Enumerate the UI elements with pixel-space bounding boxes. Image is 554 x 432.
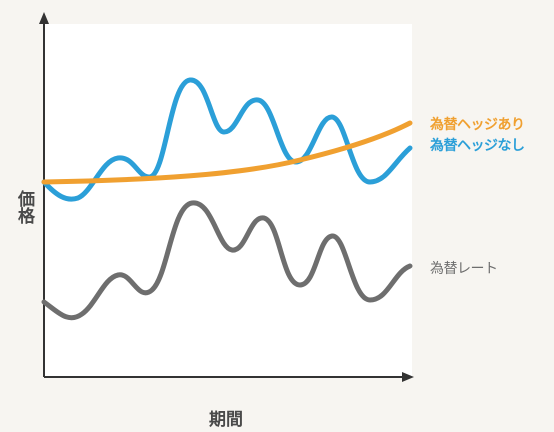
y-axis-arrow-icon (39, 12, 49, 24)
fx-rate-line (41, 200, 413, 321)
fx-rate-series-label: 為替レート (430, 261, 498, 277)
hedged-price-line (41, 120, 413, 185)
y-axis-label: 価格 (14, 190, 34, 224)
unhedged-price-line (41, 77, 413, 202)
x-axis-label: 期間 (209, 410, 243, 430)
plot-panel (44, 24, 412, 376)
unhedged-series-label: 為替ヘッジなし (430, 138, 525, 154)
x-axis-arrow-icon (402, 372, 414, 382)
hedged-series-label: 為替ヘッジあり (430, 117, 525, 133)
